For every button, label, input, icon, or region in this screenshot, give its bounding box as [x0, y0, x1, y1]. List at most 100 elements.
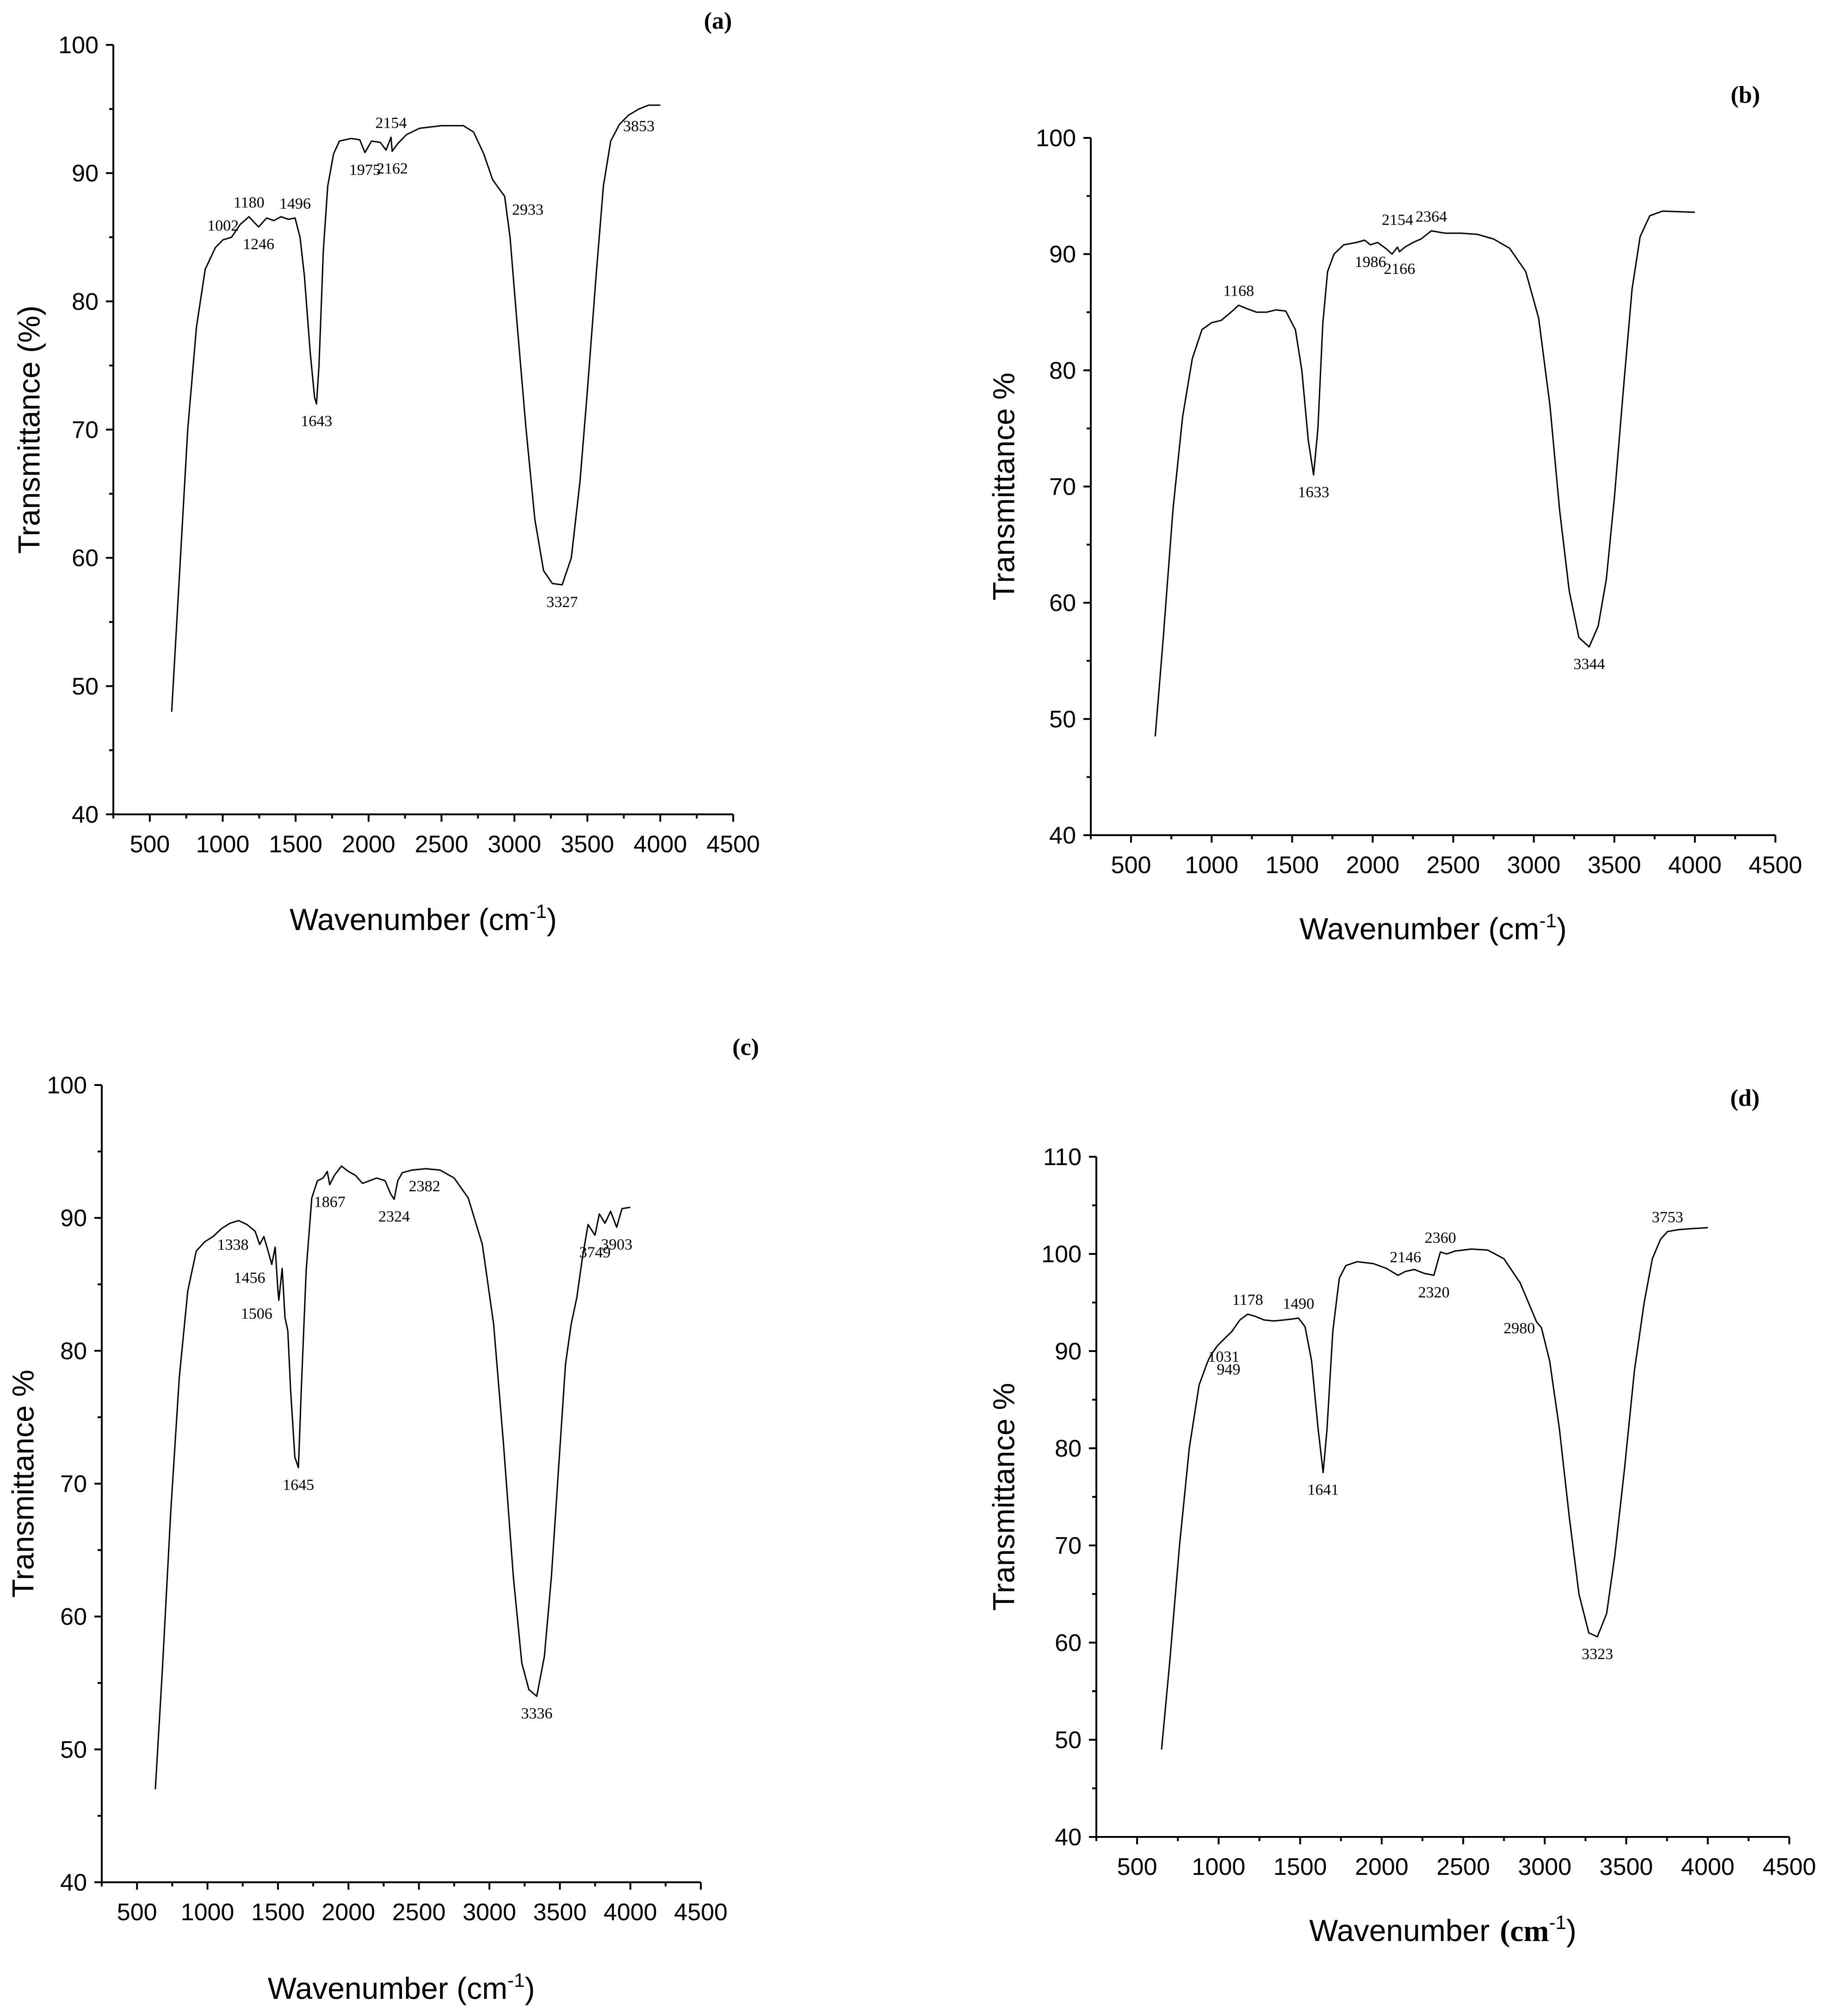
y-tick-label-b: 40 — [1049, 822, 1076, 849]
y-tick-label-c: 40 — [60, 1869, 87, 1896]
y-tick-label-d: 100 — [1041, 1241, 1082, 1268]
x-tick-label-b: 4500 — [1749, 852, 1802, 879]
y-tick-label-d: 50 — [1055, 1727, 1082, 1754]
x-tick-label-b: 2000 — [1346, 852, 1400, 879]
x-tick-label-c: 2000 — [322, 1899, 375, 1926]
peak-label-c: 1338 — [217, 1236, 249, 1253]
peak-label-b: 2364 — [1416, 208, 1447, 225]
peak-label-a: 2162 — [377, 160, 408, 177]
peak-label-a: 1180 — [234, 194, 265, 211]
x-tick-label-c: 1000 — [181, 1899, 235, 1926]
peak-label-c: 3903 — [601, 1236, 632, 1253]
x-tick-label-c: 2500 — [392, 1899, 446, 1926]
x-tick-label-a: 500 — [130, 831, 170, 858]
peak-label-c: 3336 — [521, 1705, 552, 1722]
x-tick-label-b: 3500 — [1588, 852, 1641, 879]
panel-label-d: (d) — [1730, 1085, 1760, 1111]
peak-label-a: 3327 — [546, 594, 578, 611]
x-axis-title-sup-d: -1 — [1549, 1911, 1566, 1933]
y-axis-title-c: Transmittance % — [6, 1370, 40, 1598]
x-axis-title-unit-d: (cm — [1500, 1914, 1549, 1948]
peak-label-d: 1178 — [1232, 1291, 1263, 1309]
x-axis-title-text-c: Wavenumber (cm — [268, 1971, 507, 2005]
y-tick-label-a: 80 — [72, 288, 99, 315]
y-tick-label-d: 90 — [1055, 1338, 1082, 1365]
peak-label-c: 2324 — [378, 1208, 410, 1225]
peak-label-a: 1496 — [279, 195, 311, 212]
y-tick-label-b: 90 — [1049, 241, 1076, 268]
x-tick-label-a: 3000 — [488, 831, 541, 858]
y-tick-label-c: 50 — [60, 1737, 87, 1763]
x-tick-label-a: 1500 — [269, 831, 322, 858]
x-tick-label-a: 4500 — [706, 831, 760, 858]
x-axis-title-tail-d: ) — [1566, 1913, 1577, 1948]
y-tick-label-d: 80 — [1055, 1435, 1082, 1462]
y-tick-label-d: 40 — [1055, 1824, 1082, 1851]
panel-d-chart: 40 50 60 70 80 90 100 110 500 1000 1500 2000 2500 300… — [986, 1085, 1816, 1948]
peak-label-d: 2980 — [1503, 1320, 1535, 1337]
peak-label-d: 1641 — [1307, 1482, 1339, 1499]
peak-label-c: 1645 — [283, 1476, 314, 1494]
y-tick-label-a: 40 — [72, 801, 99, 828]
y-tick-label-d: 110 — [1043, 1144, 1082, 1171]
peak-label-a: 1002 — [207, 217, 239, 234]
x-tick-label-b: 1000 — [1185, 852, 1238, 879]
peak-label-d: 2146 — [1390, 1249, 1421, 1266]
y-tick-label-a: 50 — [72, 673, 99, 700]
peak-label-c: 1456 — [234, 1270, 265, 1287]
peak-label-d: 3753 — [1652, 1209, 1683, 1226]
x-tick-label-a: 4000 — [634, 831, 687, 858]
x-tick-label-a: 2500 — [415, 831, 469, 858]
x-tick-label-b: 4000 — [1668, 852, 1722, 879]
y-tick-label-c: 90 — [60, 1205, 87, 1232]
x-tick-label-b: 1500 — [1265, 852, 1319, 879]
x-tick-label-d: 4500 — [1762, 1854, 1816, 1880]
y-axis-title-d: Transmittance % — [986, 1383, 1020, 1611]
x-axis-title-sup-c: -1 — [507, 1969, 525, 1991]
x-tick-label-b: 3000 — [1507, 852, 1561, 879]
peak-label-a: 3853 — [623, 118, 655, 135]
peak-label-d: 1490 — [1283, 1296, 1314, 1313]
peak-label-d: 949 — [1217, 1361, 1240, 1378]
y-tick-label-b: 60 — [1049, 590, 1076, 617]
x-tick-label-a: 2000 — [342, 831, 396, 858]
x-axis-title-tail-a: ) — [547, 902, 557, 937]
peak-label-b: 2166 — [1384, 261, 1415, 278]
spectrum-line-d — [1161, 1227, 1708, 1750]
x-axis-title-tail-b: ) — [1557, 912, 1567, 946]
x-tick-label-b: 2500 — [1427, 852, 1480, 879]
y-tick-label-d: 60 — [1055, 1630, 1082, 1656]
x-tick-label-c: 3000 — [463, 1899, 516, 1926]
x-tick-label-d: 3000 — [1518, 1854, 1571, 1880]
x-tick-label-c: 500 — [117, 1899, 157, 1926]
x-tick-label-d: 4000 — [1681, 1854, 1735, 1880]
peak-label-d: 3323 — [1582, 1645, 1613, 1662]
panel-label-a: (a) — [704, 8, 732, 34]
y-tick-label-a: 90 — [72, 160, 99, 187]
peak-label-a: 2154 — [375, 115, 407, 132]
peak-label-b: 3344 — [1573, 656, 1605, 673]
y-tick-label-c: 80 — [60, 1338, 87, 1365]
spectrum-line-a — [171, 104, 661, 712]
spectrum-line-c — [155, 1165, 631, 1790]
x-tick-label-d: 2000 — [1355, 1854, 1409, 1880]
x-axis-title-c: Wavenumber (cm-1) — [268, 1969, 535, 2005]
x-tick-label-d: 500 — [1117, 1854, 1157, 1880]
panel-label-b: (b) — [1731, 82, 1760, 108]
y-tick-label-c: 70 — [60, 1471, 87, 1498]
x-tick-label-d: 2500 — [1436, 1854, 1490, 1880]
panel-b-chart: 40 50 60 70 80 90 100 500 1000 1500 2000 2500 3000 35… — [986, 82, 1802, 946]
spectrum-line-b — [1154, 210, 1695, 737]
x-axis-title-sup-a: -1 — [530, 900, 547, 922]
peak-label-a: 2933 — [512, 201, 544, 218]
peak-label-a: 1975 — [349, 161, 381, 179]
peak-label-d: 2360 — [1425, 1229, 1456, 1247]
panel-c-chart: 40 50 60 70 80 90 100 500 1000 1500 2000 2500 3000 35… — [6, 1034, 759, 2005]
x-tick-label-c: 4500 — [674, 1899, 728, 1926]
x-axis-title-d: Wavenumber (cm-1) — [1309, 1911, 1577, 1948]
x-tick-label-d: 1500 — [1274, 1854, 1327, 1880]
panel-a-chart: 40 50 60 70 80 90 100 500 1000 1500 2000 2500 3000 35… — [12, 8, 760, 937]
x-axis-title-b: Wavenumber (cm-1) — [1299, 910, 1567, 946]
x-tick-label-c: 1500 — [251, 1899, 305, 1926]
